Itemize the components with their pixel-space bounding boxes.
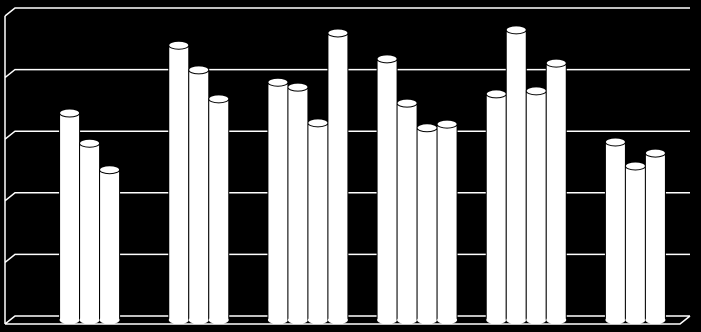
grid-line xyxy=(4,315,690,325)
bar xyxy=(604,137,626,324)
bar xyxy=(505,25,527,324)
bar xyxy=(545,58,567,324)
bar-top xyxy=(545,58,567,68)
bar-bottom xyxy=(267,316,288,324)
bar-top xyxy=(188,65,210,75)
bar-body xyxy=(376,58,398,321)
grid-line xyxy=(4,253,690,263)
grid-line xyxy=(4,192,690,202)
bar-top xyxy=(327,28,349,38)
bar-bottom xyxy=(625,316,646,324)
bar-top xyxy=(485,89,507,99)
bar-body xyxy=(604,141,626,321)
grid-line xyxy=(4,7,690,17)
bar-bottom xyxy=(327,316,348,324)
bar xyxy=(327,28,349,324)
bar-body xyxy=(505,29,527,321)
bar-bottom xyxy=(506,316,527,324)
bar-body xyxy=(168,44,190,321)
bar-bottom xyxy=(287,316,308,324)
bar-bottom xyxy=(99,316,120,324)
bar-body xyxy=(267,81,289,321)
bar-bottom xyxy=(79,316,100,324)
bar xyxy=(436,119,458,324)
bar xyxy=(188,65,210,324)
bar-bottom xyxy=(437,316,458,324)
bar-bottom xyxy=(208,316,229,324)
bar-bottom xyxy=(645,316,666,324)
bar xyxy=(485,89,507,324)
bar-bottom xyxy=(168,316,189,324)
bar-top xyxy=(624,161,646,171)
bar-body xyxy=(287,86,309,321)
bar-body xyxy=(525,90,547,321)
bar-body xyxy=(188,69,210,321)
bar-top xyxy=(307,118,329,128)
bar-top xyxy=(525,86,547,96)
bar-top xyxy=(79,138,101,148)
bar-top xyxy=(396,98,418,108)
bar-body xyxy=(416,127,438,321)
bar-body xyxy=(327,32,349,321)
grid-line xyxy=(4,130,690,140)
bar-bottom xyxy=(397,316,418,324)
grid-line xyxy=(4,68,690,79)
bar xyxy=(307,118,329,324)
bar-body xyxy=(396,102,418,321)
bar-top xyxy=(505,25,527,35)
bar-bottom xyxy=(417,316,438,324)
bar-top xyxy=(287,82,309,92)
bar xyxy=(644,148,666,324)
bar xyxy=(59,108,81,324)
bar-top xyxy=(604,137,626,147)
bar xyxy=(376,54,398,324)
bar xyxy=(396,98,418,324)
bar-body xyxy=(208,98,230,321)
bar-body xyxy=(99,169,121,321)
bar-bottom xyxy=(546,316,567,324)
bar-top xyxy=(168,40,190,50)
bar-bottom xyxy=(307,316,328,324)
bar xyxy=(208,94,230,324)
bar-bottom xyxy=(526,316,547,324)
bar-top xyxy=(436,119,458,129)
bar xyxy=(416,123,438,324)
bar-top xyxy=(416,123,438,133)
bar-top xyxy=(644,148,666,158)
bar-bottom xyxy=(486,316,507,324)
bar-body xyxy=(307,122,329,321)
bar xyxy=(624,161,646,324)
bar xyxy=(168,40,190,324)
bar-top xyxy=(208,94,230,104)
floor xyxy=(5,315,691,325)
bar-body xyxy=(545,62,567,321)
bar-body xyxy=(644,152,666,321)
bar-bottom xyxy=(605,316,626,324)
bar-bottom xyxy=(188,316,209,324)
bar xyxy=(525,86,547,324)
bar-body xyxy=(79,142,101,321)
bar-body xyxy=(59,112,81,321)
bar xyxy=(79,138,101,324)
bar-top xyxy=(99,165,121,175)
bar-bottom xyxy=(59,316,80,324)
bar xyxy=(99,165,121,324)
bar xyxy=(287,82,309,324)
bar-bottom xyxy=(377,316,398,324)
bar-body xyxy=(485,93,507,321)
bar-top xyxy=(376,54,398,64)
bar-top xyxy=(267,77,289,87)
bar-top xyxy=(59,108,81,118)
bar xyxy=(267,77,289,324)
bar-body xyxy=(436,123,458,321)
bar-body xyxy=(624,165,646,321)
